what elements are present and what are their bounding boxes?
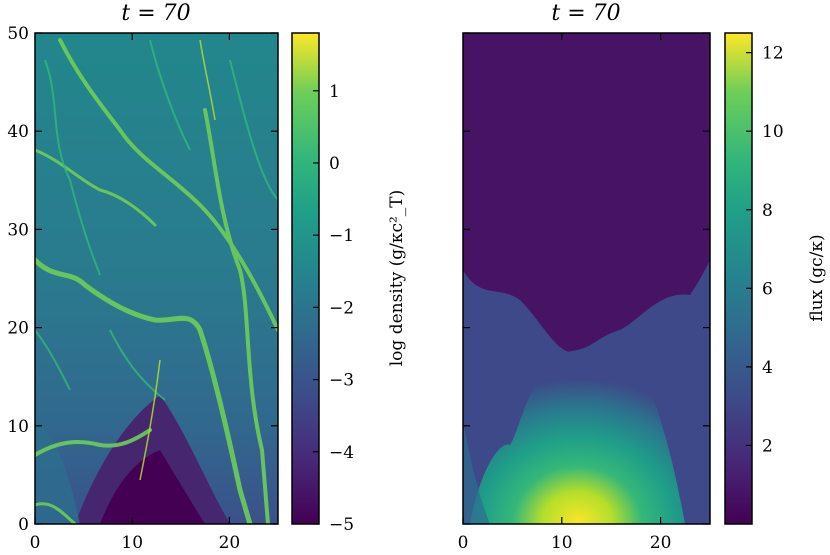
- x-tick-label: 10: [551, 533, 573, 551]
- x-tick-label: 0: [458, 533, 469, 551]
- colorbar-tick-label: 12: [762, 44, 784, 64]
- colorbar-tick-label: 1: [329, 82, 340, 102]
- flux-axes-frame: [462, 32, 711, 525]
- density-panel-title: t = 70: [121, 1, 190, 26]
- colorbar-tick-label: 2: [762, 436, 773, 456]
- colorbar-tick-label: −5: [329, 515, 354, 535]
- colorbar-tick-label: −1: [329, 226, 354, 246]
- x-tick-label: 0: [30, 533, 41, 551]
- x-tick-label: 10: [121, 533, 143, 551]
- x-tick-label: 20: [650, 533, 672, 551]
- flux-colorbar-frame: [724, 32, 753, 525]
- flux-colorbar-label: flux (gc/κ): [807, 234, 827, 321]
- density-colorbar-frame: [291, 32, 320, 525]
- colorbar-tick-label: 6: [762, 279, 773, 299]
- y-tick-label: 20: [7, 319, 29, 339]
- flux-heatmap: [463, 33, 710, 524]
- flux-panel-title: t = 70: [551, 1, 620, 26]
- colorbar-tick-label: 8: [762, 201, 773, 221]
- colorbar-tick-label: 0: [329, 154, 340, 174]
- colorbar-tick-label: −4: [329, 443, 354, 463]
- colorbar-tick-label: −3: [329, 371, 354, 391]
- density-colorbar-label: log density (g/κc²_T): [387, 190, 407, 367]
- x-tick-label: 20: [219, 533, 241, 551]
- y-tick-label: 30: [7, 220, 29, 240]
- colorbar-tick-label: −2: [329, 298, 354, 318]
- density-axes-frame: [34, 32, 279, 525]
- y-tick-label: 40: [7, 122, 29, 142]
- colorbar-tick-label: 4: [762, 358, 773, 378]
- y-tick-label: 0: [18, 515, 29, 535]
- flux-colorbar: [725, 33, 752, 524]
- y-tick-label: 10: [7, 417, 29, 437]
- density-heatmap: [35, 33, 278, 524]
- density-colorbar: [292, 33, 319, 524]
- colorbar-tick-label: 10: [762, 122, 784, 142]
- y-tick-label: 50: [7, 24, 29, 44]
